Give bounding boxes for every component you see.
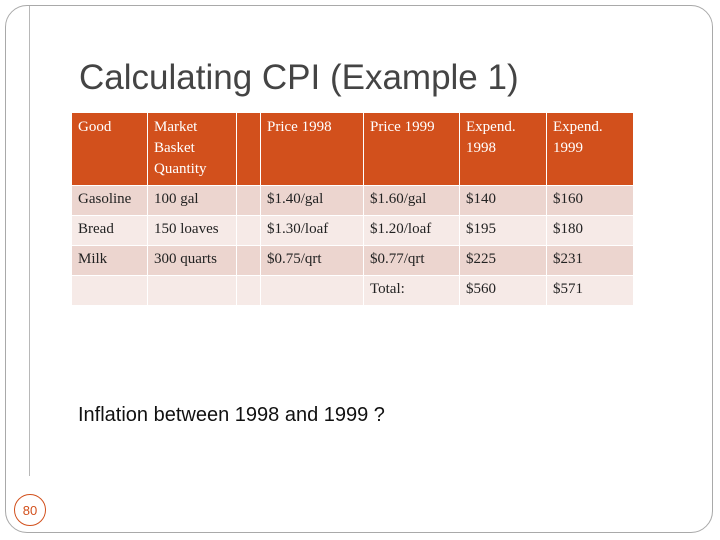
table-row-total: Total: $560 $571 [72, 276, 634, 306]
cell-spacer [237, 246, 261, 276]
total-expend-1999: $571 [547, 276, 634, 306]
page-number-badge: 80 [14, 494, 46, 526]
cell-quantity: 300 quarts [148, 246, 237, 276]
cell-quantity: 150 loaves [148, 216, 237, 246]
cell-good [72, 276, 148, 306]
page-number: 80 [22, 502, 38, 518]
cell-price-1999: $1.20/loaf [364, 216, 460, 246]
table-row: Milk 300 quarts $0.75/qrt $0.77/qrt $225… [72, 246, 634, 276]
table-row: Gasoline 100 gal $1.40/gal $1.60/gal $14… [72, 186, 634, 216]
cell-price-1998 [261, 276, 364, 306]
header-price-1998: Price 1998 [261, 113, 364, 186]
cell-expend-1998: $225 [460, 246, 547, 276]
cell-expend-1998: $195 [460, 216, 547, 246]
header-quantity-label: Market Basket Quantity [154, 119, 207, 177]
cell-price-1999: $1.60/gal [364, 186, 460, 216]
header-expend-1998: Expend. 1998 [460, 113, 547, 186]
cell-expend-1999: $231 [547, 246, 634, 276]
header-good: Good [72, 113, 148, 186]
header-expend-1999-label: Expend. 1999 [553, 119, 603, 156]
cell-price-1998: $1.30/loaf [261, 216, 364, 246]
cell-spacer [237, 216, 261, 246]
total-label: Total: [364, 276, 460, 306]
cell-good: Bread [72, 216, 148, 246]
cell-spacer [237, 276, 261, 306]
cell-quantity [148, 276, 237, 306]
table-header-row: Good Market Basket Quantity Price 1998 P… [72, 113, 634, 186]
cell-price-1999: $0.77/qrt [364, 246, 460, 276]
header-quantity: Market Basket Quantity [148, 113, 237, 186]
table-row: Bread 150 loaves $1.30/loaf $1.20/loaf $… [72, 216, 634, 246]
header-spacer [237, 113, 261, 186]
left-divider [29, 6, 30, 476]
total-expend-1998: $560 [460, 276, 547, 306]
cell-good: Gasoline [72, 186, 148, 216]
cell-spacer [237, 186, 261, 216]
cell-expend-1999: $160 [547, 186, 634, 216]
cell-good: Milk [72, 246, 148, 276]
cell-quantity: 100 gal [148, 186, 237, 216]
cpi-table: Good Market Basket Quantity Price 1998 P… [72, 113, 634, 306]
slide-title: Calculating CPI (Example 1) [79, 58, 519, 97]
header-expend-1998-label: Expend. 1998 [466, 119, 516, 156]
cell-price-1998: $1.40/gal [261, 186, 364, 216]
header-price-1999: Price 1999 [364, 113, 460, 186]
cell-expend-1998: $140 [460, 186, 547, 216]
cell-price-1998: $0.75/qrt [261, 246, 364, 276]
header-expend-1999: Expend. 1999 [547, 113, 634, 186]
inflation-question: Inflation between 1998 and 1999 ? [78, 404, 385, 426]
cell-expend-1999: $180 [547, 216, 634, 246]
